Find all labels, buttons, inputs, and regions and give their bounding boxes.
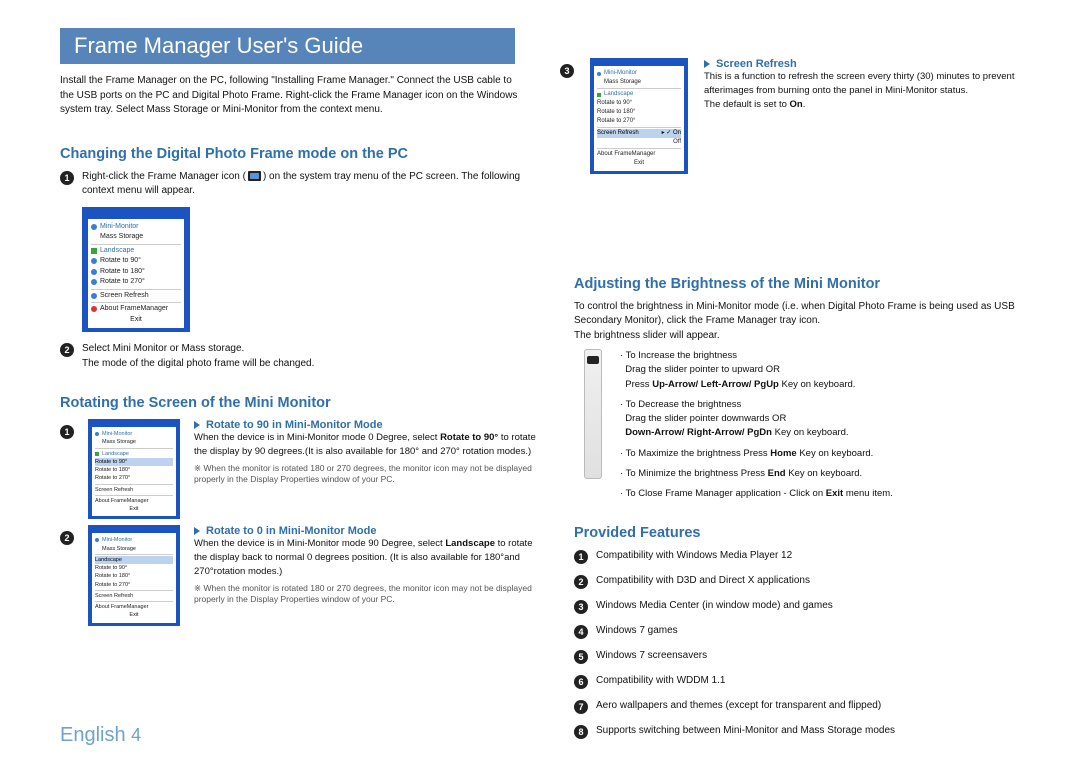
feature-item: Compatibility with Windows Media Player … [596, 549, 792, 564]
step-number: 3 [574, 600, 588, 614]
context-menu-screenshot: Mini-Monitor Mass Storage Landscape Rota… [590, 58, 688, 174]
step-number: 7 [574, 700, 588, 714]
brightness-instructions: · To Increase the brightness Drag the sl… [620, 349, 893, 507]
step-number: 4 [574, 625, 588, 639]
context-menu-screenshot: Mini-Monitor Mass Storage Landscape Rota… [88, 419, 180, 519]
feature-item: Aero wallpapers and themes (except for t… [596, 699, 881, 714]
feature-item: Windows 7 games [596, 624, 678, 639]
feature-item: Supports switching between Mini-Monitor … [596, 724, 895, 739]
heading-rotating: Rotating the Screen of the Mini Monitor [60, 395, 538, 411]
step-text: Select Mini Monitor or Mass storage. The… [82, 342, 314, 371]
step-number: 1 [60, 171, 74, 185]
feature-item: Compatibility with D3D and Direct X appl… [596, 574, 810, 589]
step-number: 2 [60, 531, 74, 545]
heading-features: Provided Features [574, 525, 1042, 541]
page-title: Frame Manager User's Guide [60, 28, 515, 64]
body-text: When the device is in Mini-Monitor mode … [194, 431, 538, 459]
feature-item: Windows Media Center (in window mode) an… [596, 599, 833, 614]
step-number: 2 [574, 575, 588, 589]
feature-item: Windows 7 screensavers [596, 649, 707, 664]
context-menu-screenshot: Mini-Monitor Mass Storage Landscape Rota… [82, 207, 190, 333]
context-menu-screenshot: Mini-Monitor Mass Storage Landscape Rota… [88, 525, 180, 625]
step-number: 3 [560, 64, 574, 78]
intro-text: Install the Frame Manager on the PC, fol… [60, 74, 520, 118]
footnote: ※ When the monitor is rotated 180 or 270… [194, 463, 538, 486]
subheading: Rotate to 90 in Mini-Monitor Mode [194, 419, 538, 431]
brightness-slider [584, 349, 602, 479]
subheading: Rotate to 0 in Mini-Monitor Mode [194, 525, 538, 537]
heading-changing-mode: Changing the Digital Photo Frame mode on… [60, 146, 538, 162]
feature-item: Compatibility with WDDM 1.1 [596, 674, 725, 689]
step-number: 1 [60, 425, 74, 439]
step-text: Right-click the Frame Manager icon () on… [82, 170, 538, 199]
heading-adjusting: Adjusting the Brightness of the Mini Mon… [574, 276, 1042, 292]
step-number: 8 [574, 725, 588, 739]
step-number: 6 [574, 675, 588, 689]
subheading: Screen Refresh [704, 58, 1040, 70]
step-number: 5 [574, 650, 588, 664]
body-text: This is a function to refresh the screen… [704, 70, 1040, 111]
frame-manager-icon [248, 171, 261, 181]
step-number: 1 [574, 550, 588, 564]
page-footer: English 4 [60, 724, 141, 747]
body-text: When the device is in Mini-Monitor mode … [194, 537, 538, 578]
body-text: To control the brightness in Mini-Monito… [574, 300, 1042, 344]
footnote: ※ When the monitor is rotated 180 or 270… [194, 583, 538, 606]
step-number: 2 [60, 343, 74, 357]
